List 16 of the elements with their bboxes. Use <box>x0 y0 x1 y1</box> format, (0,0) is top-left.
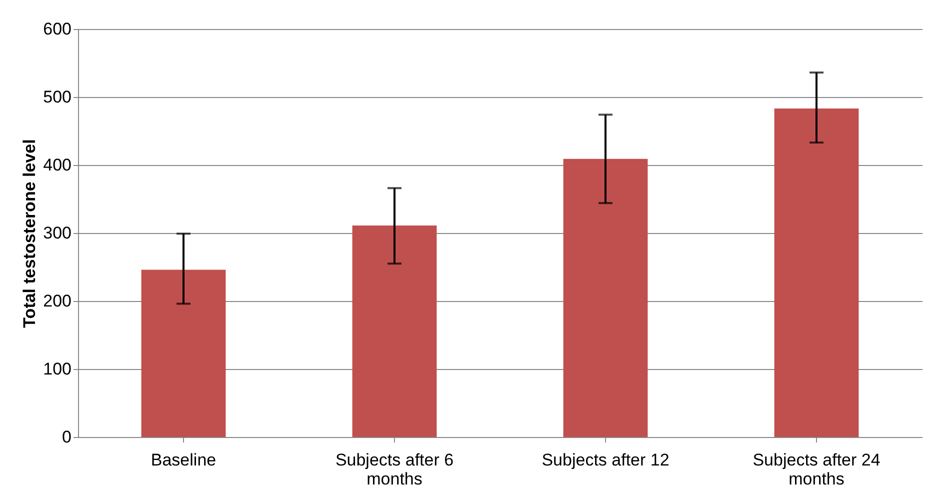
y-tick-label: 300 <box>43 224 72 242</box>
bar <box>774 108 859 437</box>
y-tick-label: 600 <box>43 20 72 38</box>
y-tick-label: 0 <box>62 428 72 446</box>
bar <box>563 158 648 437</box>
x-tick-label: Subjects after 24 months <box>752 450 880 488</box>
y-tick-label: 100 <box>43 360 72 378</box>
bar <box>141 270 226 437</box>
y-tick-label: 400 <box>43 156 72 174</box>
x-tick-label: Subjects after 12 <box>542 450 670 470</box>
x-tick-label: Baseline <box>150 450 216 470</box>
bar <box>352 226 437 437</box>
y-axis-title: Total testosterone level <box>20 139 40 328</box>
y-tick-label: 200 <box>43 292 72 310</box>
y-tick-label: 500 <box>43 88 72 106</box>
x-tick-label: Subjects after 6 months <box>335 450 454 488</box>
